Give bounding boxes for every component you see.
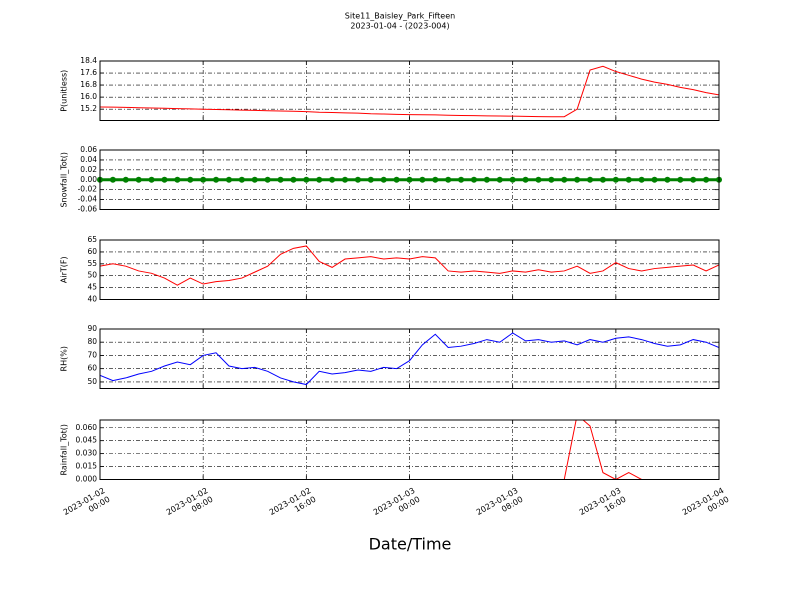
- data-point: [703, 176, 710, 183]
- y-axis-label: RH(%): [60, 346, 69, 371]
- y-tick-label: 0.00: [80, 175, 97, 184]
- data-point: [354, 176, 361, 183]
- data-point: [522, 176, 529, 183]
- y-tick-label: -0.02: [78, 185, 98, 194]
- y-tick-label: 15.2: [80, 104, 97, 113]
- data-point: [367, 176, 374, 183]
- data-point: [187, 176, 194, 183]
- y-tick-label: 0.04: [80, 155, 97, 164]
- data-line: [100, 332, 719, 386]
- data-point: [496, 176, 503, 183]
- data-point: [561, 176, 568, 183]
- data-point: [445, 176, 452, 183]
- chart-title: Site11_Baisley_Park_Fifteen: [345, 12, 455, 21]
- data-point: [303, 176, 310, 183]
- axes-frame: [99, 239, 720, 300]
- y-tick-label: 18.4: [80, 56, 97, 65]
- data-point: [587, 176, 594, 183]
- data-point: [290, 176, 297, 183]
- y-tick-label: 0.045: [76, 436, 98, 445]
- y-tick-label: 70: [87, 350, 97, 359]
- y-axis-label: P(unitless): [60, 70, 69, 112]
- data-point: [174, 176, 181, 183]
- data-point: [161, 176, 168, 183]
- axes-frame: [99, 328, 720, 389]
- y-tick-label: 60: [87, 364, 97, 373]
- data-point: [483, 176, 490, 183]
- y-tick-label: 80: [87, 337, 97, 346]
- y-tick-label: 16.8: [80, 80, 97, 89]
- data-point: [225, 176, 232, 183]
- y-tick-label: 40: [87, 295, 97, 304]
- y-axis-label: Snowfall_Tot(): [60, 152, 69, 208]
- data-point: [264, 176, 271, 183]
- y-tick-label: 0.030: [76, 449, 98, 458]
- y-tick-label: 65: [87, 235, 97, 244]
- y-tick-label: 0.015: [76, 462, 98, 471]
- data-point: [458, 176, 465, 183]
- y-axis-label: Rainfall_Tot(): [60, 424, 69, 476]
- data-point: [393, 176, 400, 183]
- data-point: [625, 176, 632, 183]
- data-line: [100, 65, 719, 118]
- data-point: [148, 176, 155, 183]
- y-tick-label: 0.060: [76, 423, 98, 432]
- y-tick-label: 60: [87, 247, 97, 256]
- y-tick-label: 50: [87, 271, 97, 280]
- y-tick-label: 45: [87, 283, 97, 292]
- data-point: [277, 176, 284, 183]
- data-point: [612, 176, 619, 183]
- data-point: [213, 176, 220, 183]
- data-point: [406, 176, 413, 183]
- data-point: [599, 176, 606, 183]
- data-point: [574, 176, 581, 183]
- y-tick-label: 50: [87, 377, 97, 386]
- axes-frame: [99, 419, 720, 480]
- y-tick-label: 17.6: [80, 68, 97, 77]
- chart-subtitle: 2023-01-04 - (2023-004): [350, 22, 449, 31]
- data-point: [316, 176, 323, 183]
- axes-frame: [99, 60, 720, 121]
- data-point: [380, 176, 387, 183]
- data-point: [135, 176, 142, 183]
- axes-frame: [99, 149, 720, 210]
- data-point: [200, 176, 207, 183]
- data-point: [109, 176, 116, 183]
- y-tick-label: 55: [87, 259, 97, 268]
- data-point: [664, 176, 671, 183]
- data-line: [100, 245, 719, 286]
- data-point: [419, 176, 426, 183]
- data-point: [509, 176, 516, 183]
- y-tick-label: 16.0: [80, 92, 97, 101]
- data-point: [432, 176, 439, 183]
- x-axis-label: Date/Time: [369, 535, 452, 554]
- data-point: [122, 176, 129, 183]
- data-point: [238, 176, 245, 183]
- data-point: [638, 176, 645, 183]
- y-axis-label: AirT(F): [60, 256, 69, 283]
- data-point: [251, 176, 258, 183]
- y-tick-label: 0.06: [80, 145, 97, 154]
- data-point: [535, 176, 542, 183]
- y-tick-label: 0.000: [76, 475, 98, 484]
- data-point: [677, 176, 684, 183]
- y-tick-label: -0.04: [78, 195, 98, 204]
- y-tick-label: 90: [87, 324, 97, 333]
- data-point: [690, 176, 697, 183]
- data-point: [342, 176, 349, 183]
- data-point: [651, 176, 658, 183]
- y-tick-label: -0.06: [78, 205, 98, 214]
- data-point: [548, 176, 555, 183]
- y-tick-label: 0.02: [80, 165, 97, 174]
- data-point: [470, 176, 477, 183]
- data-point: [329, 176, 336, 183]
